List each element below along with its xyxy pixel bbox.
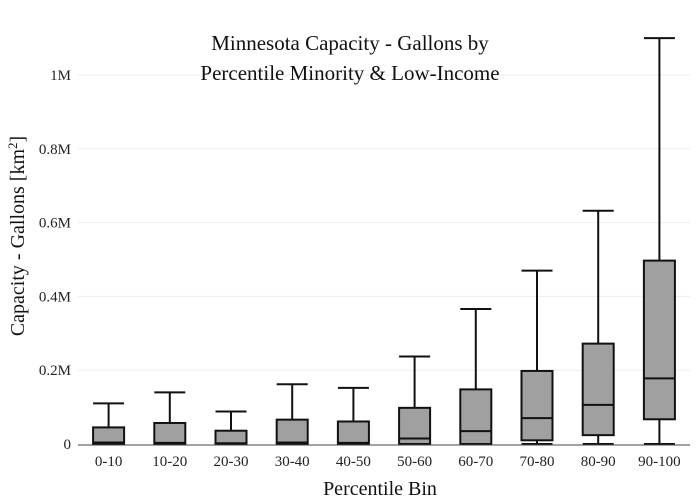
x-tick-label: 70-80	[520, 454, 555, 470]
box-80-90	[581, 209, 615, 445]
box-40-50	[336, 386, 370, 445]
box-iqr	[581, 342, 615, 437]
chart-title-line-2: Percentile Minority & Low-Income	[200, 61, 499, 85]
box-30-40	[275, 383, 309, 445]
box-20-30	[214, 410, 248, 446]
y-tick-label: 0.2M	[39, 363, 71, 379]
y-axis-label-superscript: 2	[5, 142, 20, 149]
y-tick-label: 0	[64, 437, 72, 453]
x-tick-label: 30-40	[275, 454, 310, 470]
box-iqr	[336, 420, 370, 445]
x-tick-label: 60-70	[458, 454, 493, 470]
box-iqr	[459, 388, 493, 445]
box-iqr	[275, 418, 309, 445]
y-tick-label: 0.6M	[39, 216, 71, 232]
x-tick-label: 80-90	[581, 454, 616, 470]
x-tick-label: 0-10	[95, 454, 123, 470]
box-iqr	[92, 426, 126, 445]
box-iqr	[520, 369, 554, 442]
box-60-70	[459, 307, 493, 445]
y-tick-labels: 0 0.2M 0.4M 0.6M 0.8M 1M	[39, 68, 71, 453]
y-tick-label: 0.4M	[39, 289, 71, 305]
x-axis-label: Percentile Bin	[323, 478, 437, 500]
y-tick-label: 0.8M	[39, 142, 71, 158]
box-0-10	[92, 402, 126, 445]
x-tick-label: 90-100	[638, 454, 681, 470]
x-tick-label: 50-60	[397, 454, 432, 470]
box-series	[92, 37, 676, 446]
box-iqr	[214, 429, 248, 446]
x-tick-label: 20-30	[214, 454, 249, 470]
box-50-60	[398, 355, 432, 446]
y-tick-label: 1M	[50, 68, 71, 84]
y-axis-label-main: Capacity - Gallons [km	[7, 149, 29, 337]
box-90-100	[642, 37, 676, 445]
x-tick-label: 40-50	[336, 454, 371, 470]
x-tick-label: 10-20	[152, 454, 187, 470]
chart-title-line-1: Minnesota Capacity - Gallons by	[211, 31, 489, 55]
y-axis-label: Capacity - Gallons [km2]	[5, 136, 29, 336]
x-tick-labels: 0-10 10-20 20-30 30-40 40-50 50-60 60-70 70-80 8…	[95, 454, 681, 470]
box-iqr	[642, 259, 676, 421]
box-iqr	[153, 421, 187, 446]
box-70-80	[520, 269, 554, 445]
box-10-20	[153, 391, 187, 446]
y-axis-label-end: ]	[7, 136, 29, 143]
